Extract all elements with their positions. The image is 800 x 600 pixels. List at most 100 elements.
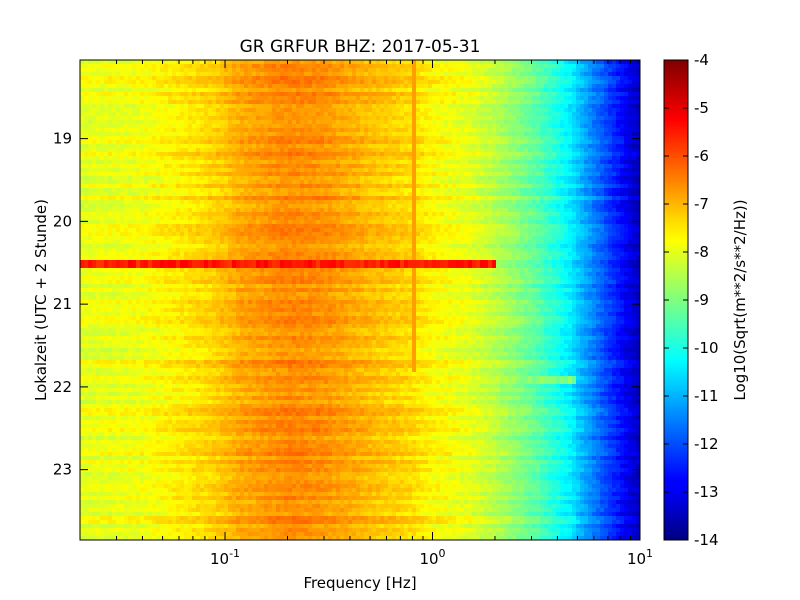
spectrogram-cell [160,160,165,165]
spectrogram-cell [268,132,273,137]
spectrogram-cell [204,184,209,189]
spectrogram-cell [444,72,449,77]
spectrogram-cell [468,176,473,181]
spectrogram-cell [112,64,117,69]
spectrogram-cell [376,176,381,181]
spectrogram-cell [220,152,225,157]
spectrogram-cell [456,128,461,133]
spectrogram-cell [172,60,177,65]
spectrogram-cell [92,96,97,101]
spectrogram-cell [312,128,317,133]
spectrogram-cell [196,188,201,193]
spectrogram-cell [536,116,541,121]
spectrogram-cell [280,172,285,177]
spectrogram-cell [408,148,413,153]
spectrogram-cell [112,60,117,65]
spectrogram-cell [324,104,329,109]
spectrogram-cell [544,100,549,105]
spectrogram-cell [604,72,609,77]
spectrogram-cell [400,96,405,101]
spectrogram-cell [556,76,561,81]
spectrogram-cell [164,160,169,165]
spectrogram-cell [244,152,249,157]
spectrogram-cell [516,156,521,161]
spectrogram-cell [552,84,557,89]
spectrogram-cell [168,168,173,173]
spectrogram-cell [284,80,289,85]
spectrogram-cell [304,136,309,141]
spectrogram-cell [152,192,157,197]
spectrogram-cell [412,136,417,141]
spectrogram-cell [108,192,113,197]
spectrogram-cell [632,104,637,109]
spectrogram-cell [272,184,277,189]
spectrogram-cell [612,164,617,169]
spectrogram-cell [368,152,373,157]
spectrogram-cell [296,156,301,161]
spectrogram-cell [108,152,113,157]
spectrogram-cell [144,152,149,157]
spectrogram-cell [584,96,589,101]
spectrogram-cell [636,144,640,149]
spectrogram-cell [324,148,329,153]
spectrogram-cell [104,120,109,125]
spectrogram-cell [352,148,357,153]
spectrogram-cell [584,168,589,173]
spectrogram-cell [436,168,441,173]
spectrogram-cell [196,136,201,141]
spectrogram-cell [380,88,385,93]
spectrogram-cell [256,156,261,161]
spectrogram-cell [388,104,393,109]
spectrogram-cell [284,148,289,153]
spectrogram-cell [380,184,385,189]
spectrogram-cell [188,108,193,113]
spectrogram-cell [624,112,629,117]
spectrogram-cell [308,128,313,133]
spectrogram-cell [216,168,221,173]
spectrogram-cell [268,160,273,165]
spectrogram-cell [500,180,505,185]
spectrogram-cell [116,200,121,205]
spectrogram-cell [604,164,609,169]
spectrogram-cell [608,124,613,129]
spectrogram-cell [424,112,429,117]
spectrogram-cell [504,108,509,113]
spectrogram-cell [568,164,573,169]
spectrogram-cell [160,156,165,161]
spectrogram-cell [84,80,89,85]
spectrogram-cell [96,84,101,89]
spectrogram-cell [216,96,221,101]
spectrogram-cell [224,108,229,113]
spectrogram-cell [296,192,301,197]
spectrogram-cell [112,112,117,117]
spectrogram-cell [280,192,285,197]
spectrogram-cell [508,68,513,73]
spectrogram-cell [532,196,537,201]
spectrogram-cell [500,176,505,181]
spectrogram-cell [384,188,389,193]
spectrogram-cell [120,132,125,137]
spectrogram-cell [488,68,493,73]
spectrogram-cell [424,180,429,185]
spectrogram-cell [132,188,137,193]
spectrogram-cell [456,132,461,137]
spectrogram-cell [628,88,633,93]
spectrogram-cell [336,72,341,77]
spectrogram-cell [244,128,249,133]
spectrogram-cell [440,124,445,129]
spectrogram-cell [312,96,317,101]
spectrogram-cell [364,192,369,197]
spectrogram-cell [284,112,289,117]
spectrogram-cell [232,84,237,89]
spectrogram-cell [428,168,433,173]
spectrogram-cell [180,192,185,197]
spectrogram-cell [400,164,405,169]
spectrogram-cell [472,72,477,77]
spectrogram-cell [300,148,305,153]
spectrogram-cell [360,188,365,193]
spectrogram-cell [516,100,521,105]
spectrogram-cell [220,80,225,85]
spectrogram-cell [300,176,305,181]
spectrogram-cell [440,192,445,197]
spectrogram-cell [560,192,565,197]
